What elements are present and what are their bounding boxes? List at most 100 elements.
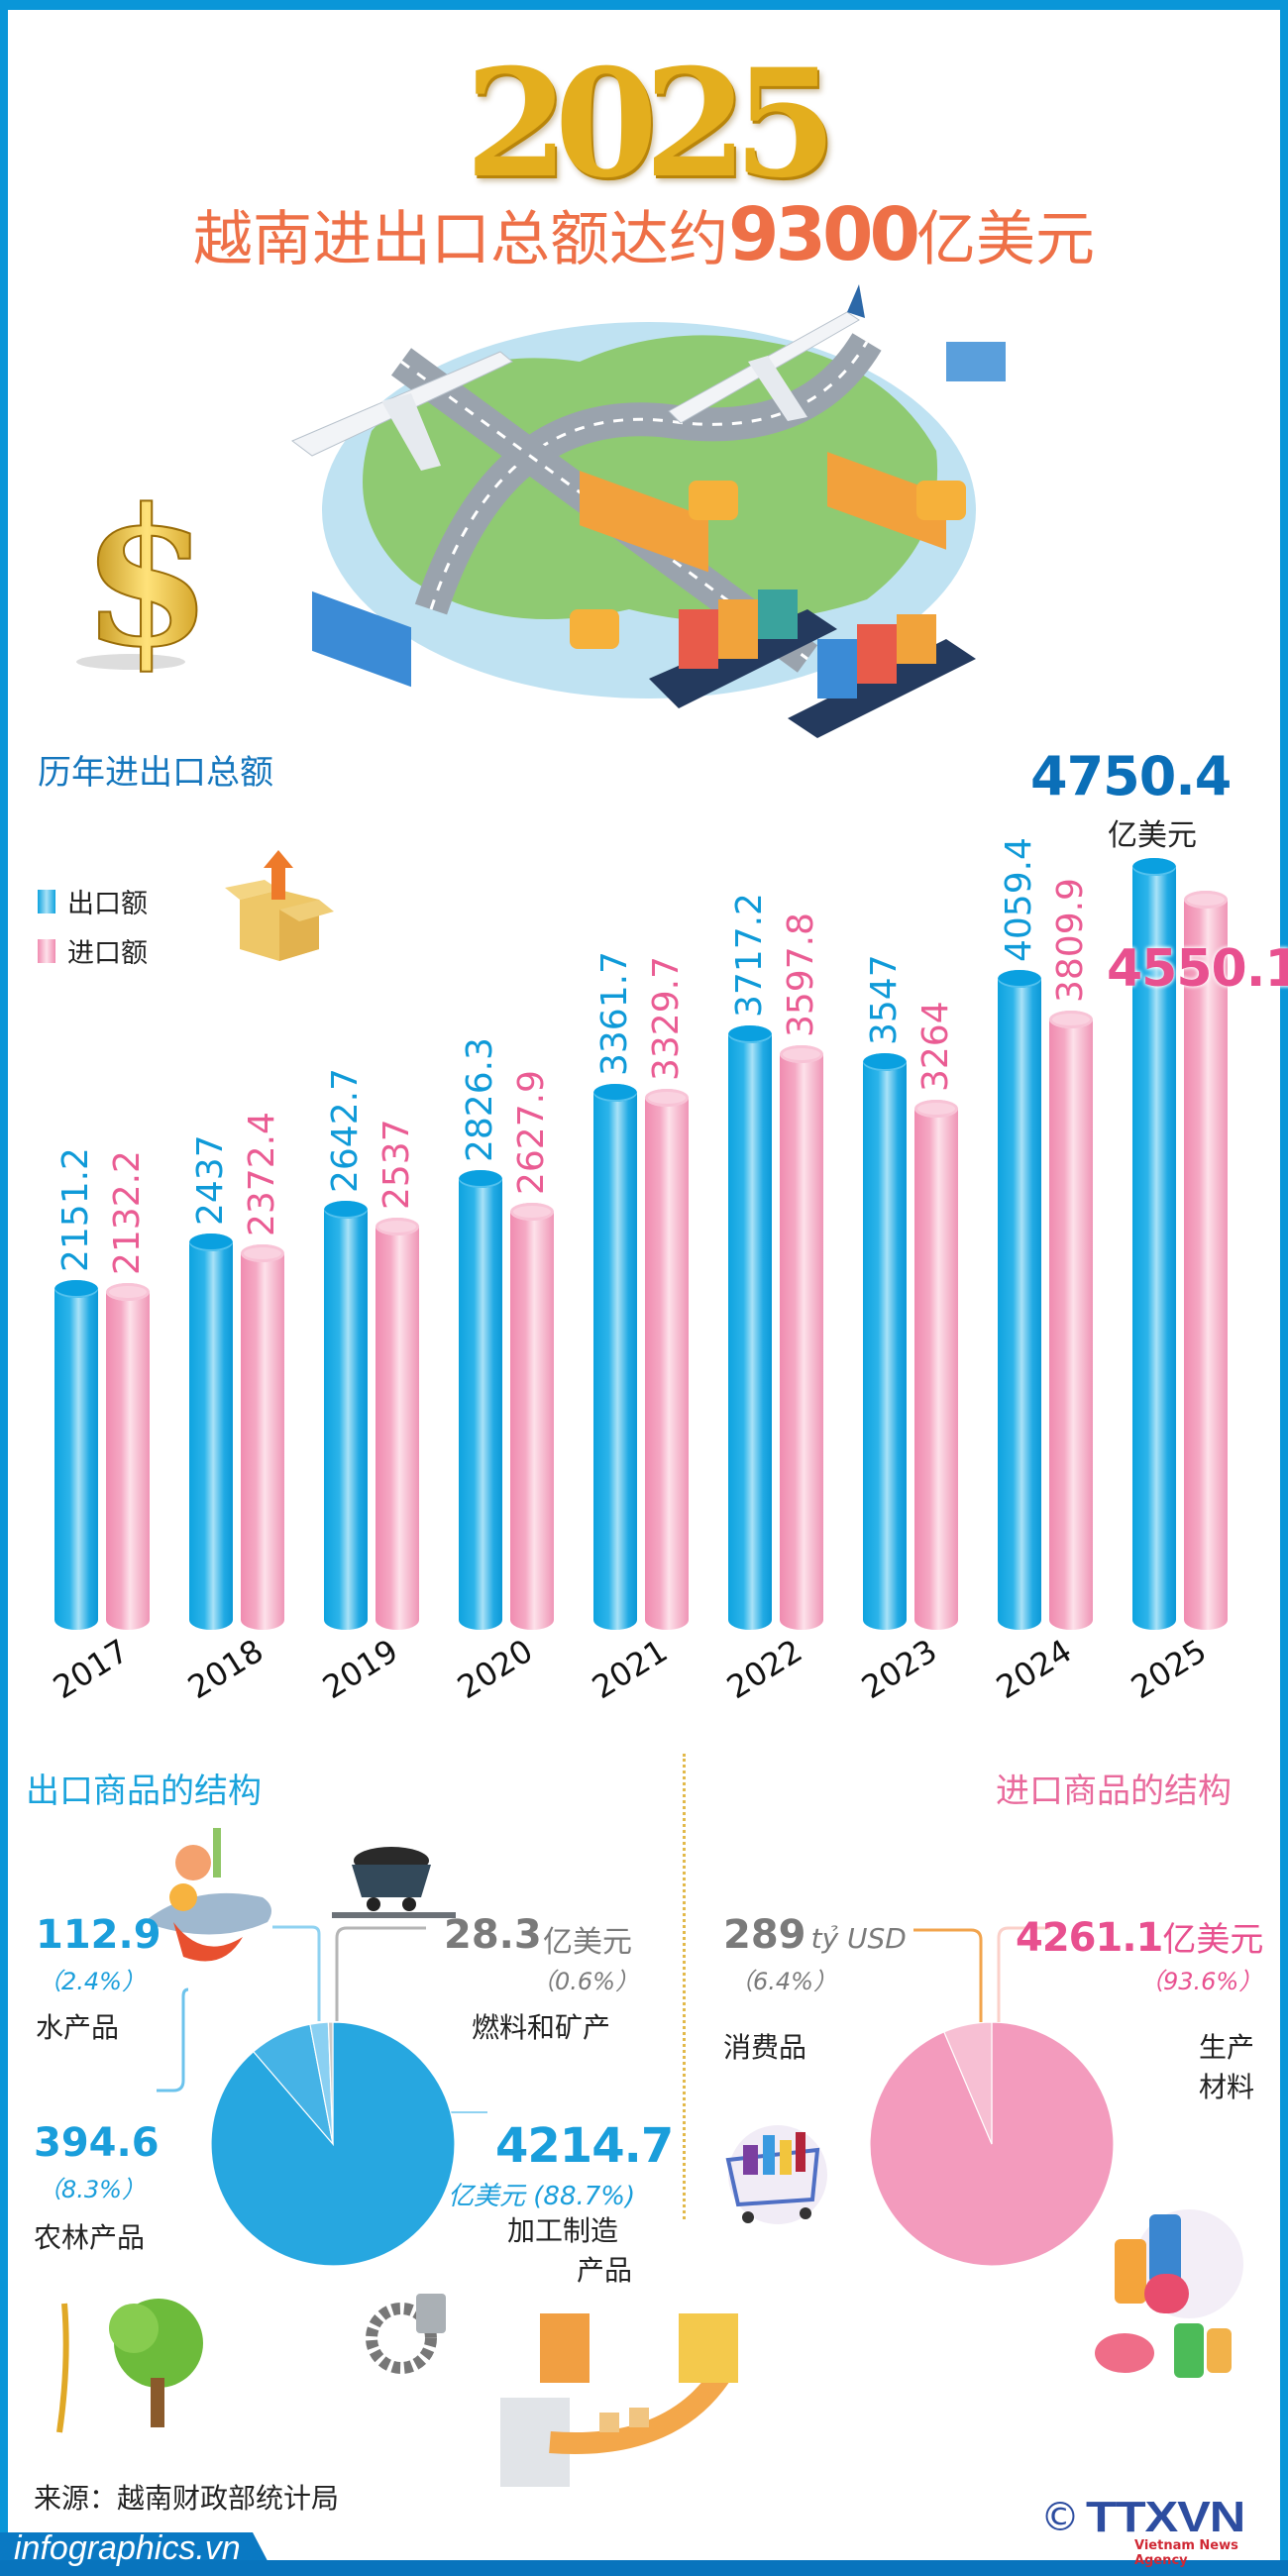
import-value-label-2024: 3809.9 [1050,878,1091,1003]
export-bar-2025 [1132,858,1176,1630]
shopping-cart-icon [718,2120,847,2229]
logistics-world-illustration [253,282,1045,738]
import-value-label-2019: 2537 [376,1119,417,1210]
year-title: 2025 [465,37,836,211]
export-leader-lines [157,1925,487,2113]
import-bar-2019 [376,1218,419,1630]
export-manufacturing-value: 4214.7 [495,2118,674,2174]
source-text: 来源：越南财政部统计局 [34,2482,340,2515]
export-bar-2023 [863,1053,907,1630]
import-bar-2025 [1184,891,1228,1630]
import-pie-chart [870,2022,1114,2266]
import-production-value: 4261.1 [1016,1915,1163,1961]
legend-import-label: 进口额 [67,938,148,969]
headline-suffix: 亿美元 [915,205,1095,274]
export-seafood-label: 水产品 [36,2011,120,2044]
import-bar-2022 [780,1045,823,1630]
import-bar-2017 [106,1283,150,1630]
import-bar-2023 [914,1100,958,1630]
export-fuel-pct: （0.6%） [531,1968,639,1995]
section-divider [683,1754,686,2219]
import-consumer-pct: （6.4%） [729,1968,837,1995]
import-production-label-1: 生产 [1199,2031,1255,2064]
import-consumer-unit: tỷ USD [810,1922,907,1955]
thread-spools-icon [1090,2204,1243,2393]
export-agri-label: 农林产品 [34,2221,146,2254]
legend-import: 进口额 [38,931,148,970]
export-seafood-value: 112.9 [36,1912,161,1958]
mine-cart-icon [332,1843,456,1922]
headline: 越南进出口总额达约9300亿美元 [0,198,1288,271]
dollar-sign-icon: $ [69,467,213,690]
export-value-label-2021: 3361.7 [594,951,635,1076]
import-production-label-2: 材料 [1199,2071,1255,2103]
rice-tree-icon [40,2294,208,2437]
export-bar-2024 [998,970,1041,1630]
highlight-export-value: 4750.4 [1030,745,1232,807]
export-pie-chart [211,2022,455,2266]
import-production-value-group: 4261.1亿美元 [1016,1912,1263,1961]
headline-number: 9300 [728,192,920,277]
export-manufacturing-unit-pct: 亿美元 (88.7%) [448,2182,636,2211]
export-bar-2019 [324,1201,368,1630]
seafood-icon [134,1823,292,1972]
gear-piston-icon [362,2289,461,2378]
legend-export-swatch [38,889,55,913]
export-structure-title: 出口商品的结构 [26,1771,262,1811]
export-value-label-2017: 2151.2 [55,1147,96,1272]
export-agri-pct: （8.3%） [38,2176,146,2203]
legend-export: 出口额 [38,882,148,920]
headline-prefix: 越南进出口总额达约 [193,205,729,274]
open-box-icon [220,850,339,969]
export-fuel-value: 28.3 [444,1912,542,1958]
import-consumer-value: 289 [723,1912,806,1958]
import-production-unit: 亿美元 [1162,1920,1264,1960]
bar-section-title: 历年进出口总额 [38,753,273,793]
import-bar-2018 [241,1244,284,1630]
export-manufacturing-label-1: 加工制造 [507,2214,619,2247]
export-value-label-2018: 2437 [190,1134,231,1226]
legend-export-label: 出口额 [67,889,148,919]
export-manufacturing-label-2: 产品 [577,2254,633,2287]
export-value-label-2020: 2826.3 [460,1037,500,1162]
legend-import-swatch [38,938,55,963]
export-bar-2021 [593,1084,637,1630]
ttxvn-logo: © TTXVN Vietnam News Agency [1040,2493,1273,2568]
import-consumer-value-group: 289 tỷ USD [723,1912,907,1958]
footer-band [0,2560,1288,2576]
import-value-label-2022: 3597.8 [781,912,821,1037]
import-consumer-label: 消费品 [723,2031,807,2064]
export-fuel-label: 燃料和矿产 [472,2011,611,2044]
site-link[interactable]: infographics.vn [14,2529,241,2567]
import-value-label-2021: 3329.7 [646,956,687,1081]
import-value-label-2017: 2132.2 [107,1150,148,1275]
import-production-pct: （93.6%） [1139,1968,1263,1995]
pie-slice [327,2022,334,2145]
factory-conveyor-icon [481,2304,758,2492]
import-bar-2021 [645,1089,689,1630]
import-bar-2020 [510,1203,554,1630]
pie-slice [943,2022,993,2145]
export-bar-2017 [54,1280,98,1630]
highlight-export-unit: 亿美元 [1108,818,1197,853]
logo-subtitle: Vietnam News Agency [1134,2538,1238,2568]
import-bar-2024 [1049,1011,1093,1630]
export-fuel-unit: 亿美元 [543,1925,632,1960]
import-structure-title: 进口商品的结构 [996,1771,1232,1811]
svg-text:$: $ [81,476,198,674]
export-value-label-2022: 3717.2 [729,893,770,1018]
import-leader-lines [913,1926,1050,2023]
copyright-symbol: © [1040,2495,1080,2540]
export-bar-2018 [189,1234,233,1630]
highlight-import-value: 4550.1 [1107,939,1288,999]
export-value-label-2023: 3547 [864,954,905,1045]
import-value-label-2023: 3264 [915,1001,956,1092]
export-agri-value: 394.6 [34,2120,160,2166]
import-value-label-2020: 2627.9 [511,1070,552,1195]
export-value-label-2024: 4059.4 [999,837,1039,962]
export-bar-2022 [728,1025,772,1630]
export-value-label-2019: 2642.7 [325,1068,366,1193]
import-value-label-2018: 2372.4 [242,1112,282,1236]
export-seafood-pct: （2.4%） [38,1968,146,1995]
